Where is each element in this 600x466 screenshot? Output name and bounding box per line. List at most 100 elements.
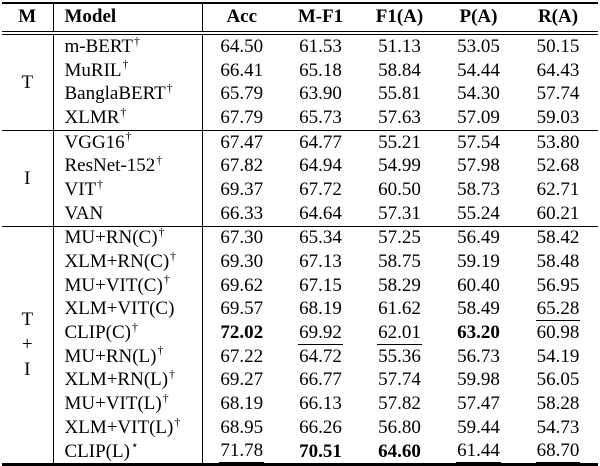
metric-value-cell: 53.80 (518, 129, 598, 155)
metric-value: 65.73 (299, 106, 342, 128)
metric-value: 64.64 (299, 202, 342, 224)
metric-value: 63.90 (299, 83, 342, 105)
metric-value-cell: 66.77 (281, 369, 360, 393)
metric-value-cell: 64.50 (202, 33, 281, 59)
metric-value-cell: 69.62 (202, 274, 281, 298)
metric-value-cell: 67.72 (281, 178, 360, 202)
metric-value: 59.19 (457, 251, 500, 273)
metric-value-cell: 72.02 (202, 321, 281, 345)
model-name-cell: XLM+RN(C)† (53, 250, 203, 274)
model-name: VAN (64, 202, 104, 224)
metric-value-cell: 66.13 (281, 392, 360, 416)
metric-value-cell: 69.92 (281, 321, 360, 345)
metric-value-cell: 57.47 (439, 392, 518, 416)
metric-value-cell: 55.21 (360, 129, 439, 155)
metric-value: 58.49 (457, 298, 500, 320)
table-row: ResNet-152† 67.82 64.94 54.99 57.98 52.68 (2, 154, 598, 179)
model-name-cell: VAN (53, 201, 203, 226)
metric-value-cell: 67.22 (202, 345, 281, 369)
metric-value: 60.98 (536, 322, 580, 344)
metric-value-cell: 59.98 (439, 369, 518, 393)
model-name: MU+VIT(C) (64, 274, 163, 296)
metric-value-cell: 53.05 (439, 33, 518, 59)
metric-value: 69.30 (220, 251, 264, 273)
column-header-p-a: P(A) (439, 3, 518, 35)
metric-value-cell: 55.24 (439, 202, 518, 226)
model-name-cell: XLM+RN(L)† (53, 368, 203, 393)
model-name: MU+VIT(L) (64, 393, 162, 415)
metric-value: 57.09 (457, 106, 500, 128)
metric-value: 68.70 (535, 440, 581, 463)
modality-label: T (21, 309, 34, 331)
model-name: XLMR (64, 106, 120, 128)
metric-value: 52.68 (536, 155, 580, 177)
metric-value: 58.73 (457, 178, 500, 200)
metric-value-cell: 67.15 (281, 274, 360, 298)
metric-value-cell: 66.41 (202, 59, 281, 83)
dagger-marker: † (120, 105, 127, 119)
model-name: MU+RN(L) (64, 345, 157, 367)
metric-value: 54.73 (536, 416, 580, 438)
metric-value-cell: 58.29 (360, 274, 439, 298)
model-name-cell: MU+RN(L)† (53, 344, 203, 369)
metric-value-cell: 68.19 (281, 298, 360, 322)
metric-value: 67.22 (220, 345, 264, 367)
metric-value: 54.30 (457, 83, 500, 105)
table-row: I VGG16† 67.47 64.77 55.21 57.54 53.80 (2, 129, 598, 226)
metric-value: 56.73 (457, 345, 500, 367)
metric-value-cell: 56.73 (439, 345, 518, 369)
metric-value: 66.13 (299, 393, 342, 415)
metric-value-cell: 70.51 (281, 440, 360, 465)
metric-value: 57.74 (536, 83, 580, 105)
model-name: ResNet-152 (64, 155, 156, 177)
column-header-macro-f1: M-F1 (281, 3, 360, 35)
metric-value: 67.13 (299, 251, 342, 273)
modality-cell: T (2, 33, 54, 131)
metric-value: 64.43 (536, 59, 580, 81)
metric-value: 58.84 (378, 59, 421, 81)
metric-value-cell: 57.74 (360, 369, 439, 393)
table-row: XLM+VIT(L)† 68.95 66.26 56.80 59.44 54.73 (2, 416, 598, 440)
metric-value-cell: 68.95 (202, 416, 281, 440)
dagger-marker: † (158, 226, 165, 240)
model-name-cell: VGG16† (53, 129, 203, 155)
metric-value-cell: 60.50 (360, 178, 439, 202)
dagger-marker: † (157, 344, 164, 358)
model-name-cell: XLMR† (53, 105, 203, 131)
metric-value: 67.47 (220, 131, 264, 153)
model-name: BanglaBERT (64, 83, 166, 105)
metric-value-cell: 71.78 (202, 440, 281, 465)
metric-value-cell: 56.49 (439, 225, 518, 251)
table-row: CLIP(L)⋆ 71.78 70.51 64.60 61.44 68.70 (2, 439, 598, 465)
header-row: M Model Acc M-F1 F1(A) P(A) R(A) (2, 3, 598, 35)
metric-value: 59.44 (457, 416, 500, 438)
dagger-marker: † (174, 415, 181, 429)
metric-value-cell: 58.28 (518, 392, 598, 416)
metric-value: 72.02 (220, 322, 264, 344)
metric-value: 62.01 (377, 321, 422, 345)
metric-value: 60.40 (457, 274, 500, 296)
metric-value: 55.24 (457, 202, 500, 224)
table-row: BanglaBERT† 65.79 63.90 55.81 54.30 57.74 (2, 82, 598, 107)
metric-value: 58.29 (378, 274, 421, 296)
metric-value-cell: 59.03 (518, 106, 598, 130)
metric-value: 53.05 (457, 35, 500, 57)
model-name-cell: MuRIL† (53, 58, 203, 83)
metric-value: 69.57 (220, 298, 264, 320)
metric-value-cell: 66.33 (202, 202, 281, 226)
model-name: XLM+VIT(C) (64, 298, 175, 320)
metric-value: 50.15 (536, 35, 580, 57)
metric-value: 59.03 (536, 106, 580, 128)
metric-value: 57.25 (378, 227, 421, 249)
dagger-marker: † (162, 391, 169, 405)
metric-value-cell: 60.21 (518, 202, 598, 226)
metric-value: 67.79 (220, 106, 264, 128)
metric-value-cell: 57.31 (360, 202, 439, 226)
metric-value-cell: 67.82 (202, 154, 281, 178)
model-name: XLM+VIT(L) (64, 416, 174, 438)
metric-value: 61.53 (299, 35, 342, 57)
metric-value-cell: 58.42 (518, 225, 598, 251)
metric-value: 67.30 (220, 227, 264, 249)
